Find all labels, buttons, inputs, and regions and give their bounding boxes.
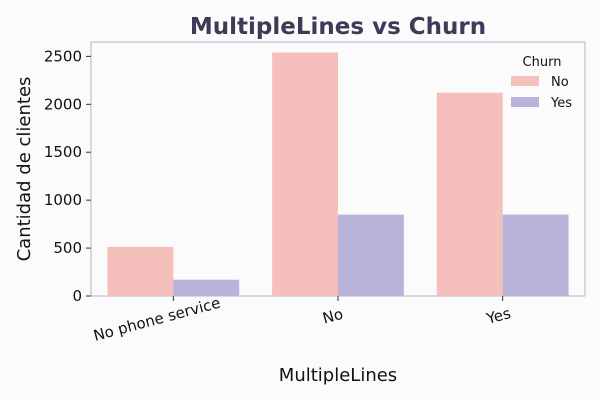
bars-group bbox=[107, 52, 569, 297]
x-axis-label: MultipleLines bbox=[279, 365, 397, 386]
x-tick-label: Yes bbox=[484, 304, 513, 328]
y-tick-label: 2000 bbox=[44, 95, 82, 113]
y-tick-label: 1500 bbox=[44, 143, 82, 161]
bar-no-2 bbox=[436, 92, 503, 296]
bar-yes-1 bbox=[338, 214, 404, 296]
legend-swatch-no bbox=[511, 76, 539, 86]
legend-label-no: No bbox=[551, 75, 569, 90]
legend-label-yes: Yes bbox=[550, 96, 572, 111]
bar-no-0 bbox=[107, 246, 174, 296]
legend-swatch-yes bbox=[511, 97, 539, 107]
y-axis-label: Cantidad de clientes bbox=[14, 77, 35, 262]
legend: Churn No Yes bbox=[511, 55, 572, 111]
legend-items: No Yes bbox=[511, 75, 572, 111]
y-axis: 0 500 1000 1500 2000 2500 bbox=[44, 47, 91, 305]
y-tick-label: 500 bbox=[53, 239, 82, 257]
legend-title: Churn bbox=[523, 55, 562, 70]
y-tick-label: 0 bbox=[72, 287, 82, 305]
bar-no-1 bbox=[272, 52, 338, 297]
x-tick-label: No bbox=[321, 305, 345, 328]
chart-title: MultipleLines vs Churn bbox=[190, 14, 486, 40]
y-tick-label: 2500 bbox=[44, 47, 82, 65]
bar-yes-0 bbox=[173, 279, 240, 296]
y-tick-label: 1000 bbox=[44, 191, 82, 209]
bar-yes-2 bbox=[502, 214, 569, 296]
